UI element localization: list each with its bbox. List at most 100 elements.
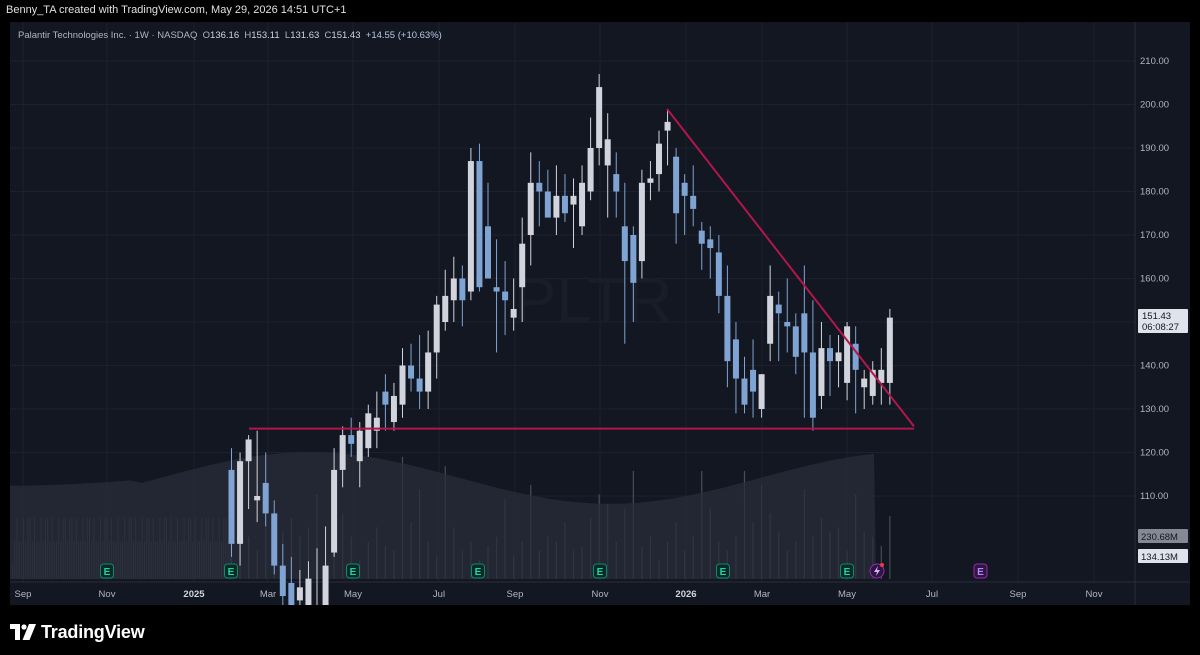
candle-body [510,308,517,318]
high-label: H [244,30,252,41]
candle-body [519,243,526,288]
candle-body [553,195,560,218]
candle-body [579,182,586,227]
candle-body [801,313,808,353]
earnings-marker-label: E [104,567,111,578]
candle-body [331,469,338,553]
candle-body [844,326,851,383]
earnings-marker[interactable] [471,563,485,579]
candle-body [416,378,423,392]
time-tick-label: Nov [99,589,116,600]
candle-body [690,195,697,209]
candle-body [869,369,876,396]
candle-body [544,191,551,218]
attribution-text: Benny_TA created with TradingView.com, M… [6,4,347,16]
candle-body [647,178,654,183]
earnings-marker[interactable] [840,563,854,579]
chart-canvas[interactable]: PLTR E E E E E E E E 210.00 200.00 190.00 180.00 17… [10,22,1190,605]
price-scale[interactable]: 210.00200.00190.00180.00170.00160.00150.… [1138,56,1188,563]
trendlines[interactable] [249,108,915,430]
volume-bar [889,516,891,579]
price-tick-label: 120.00 [1140,448,1169,459]
candle-body [288,583,295,605]
candle-body [408,365,415,379]
descending-trendline[interactable] [666,108,915,428]
earnings-marker-label: E [228,567,235,578]
candle-body [732,339,739,379]
earnings-marker[interactable] [346,563,360,579]
legend-sep: · [128,30,132,41]
flash-icon [874,566,880,576]
earnings-marker[interactable] [100,563,114,579]
candle-body [818,348,825,396]
candle-body [527,182,534,235]
candle-body [442,295,449,322]
candle-body [467,161,474,292]
candle-body [613,174,620,192]
candle-body [715,252,722,296]
last-price-badge[interactable] [1138,309,1188,333]
candle-body [476,161,483,288]
candle-body [621,226,628,262]
candle-body [228,469,235,544]
time-tick-label: May [838,589,856,600]
price-tick-label: 130.00 [1140,404,1169,415]
candle-body [305,578,312,605]
symbol-name[interactable]: Palantir Technologies Inc. [18,30,127,41]
candle-body [630,235,637,283]
exchange-label: NASDAQ [157,30,198,41]
candle-body [561,195,568,214]
candle-body [784,322,791,327]
candle-body [356,430,363,462]
candle-body [450,278,457,301]
future-earnings-marker[interactable] [973,563,988,579]
price-tick-label: 110.00 [1140,491,1168,502]
candle-body [596,87,603,148]
candle-body [459,278,466,301]
time-scale[interactable]: Sep Nov 2025 Mar May Jul Sep Nov 2026 Mar May Jul Se… [15,589,1103,600]
time-tick-label: 2026 [675,589,696,600]
last-price-countdown: 06:08:27 [1142,322,1179,333]
price-tick-label: 160.00 [1140,274,1169,285]
candle-body [348,435,355,444]
candle-body [390,395,397,423]
time-tick-label: Mar [260,589,276,600]
candle-body [827,348,833,362]
interval-label[interactable]: 1W [134,30,149,41]
candle-body [339,435,346,470]
open-label: O [202,30,211,41]
price-tick-label: 140.00 [1140,361,1169,372]
candle-body [399,365,406,405]
time-tick-label: Mar [754,589,770,600]
earnings-marker[interactable] [224,563,238,579]
attribution-bar: Benny_TA created with TradingView.com, M… [0,0,1200,22]
time-tick-label: Jul [433,589,445,600]
volume-ma-area [10,452,876,579]
earnings-marker-label: E [720,567,727,578]
time-tick-label: Nov [592,589,609,600]
candle-body [493,287,500,292]
earnings-marker-label: E [597,567,604,578]
candle-body [698,230,705,244]
low-label: L [284,30,291,41]
time-tick-label: Jul [926,589,938,600]
footer-bar: TradingView [0,605,1200,655]
tradingview-logo[interactable]: TradingView [10,621,145,643]
chart-panel[interactable]: PLTR E E E E E E E E 210.00 200.00 190.00 180.00 17… [10,22,1190,605]
high-value: 153.11 [251,30,280,41]
close-value: 151.43 [331,30,361,41]
time-tick-label: May [344,589,362,600]
candle-body [673,156,680,214]
candlestick-series [228,74,893,605]
earnings-marker[interactable] [593,563,607,579]
time-tick-label: Sep [15,589,32,600]
candle-body [245,439,252,462]
volume-last-badge [1138,549,1188,563]
change-value: +14.55 (+10.63%) [365,30,442,41]
earnings-marker[interactable] [716,563,730,579]
candle-body [750,369,757,392]
tradingview-wordmark: TradingView [41,621,145,642]
earnings-marker-label: E [475,567,482,578]
candle-body [775,304,782,314]
